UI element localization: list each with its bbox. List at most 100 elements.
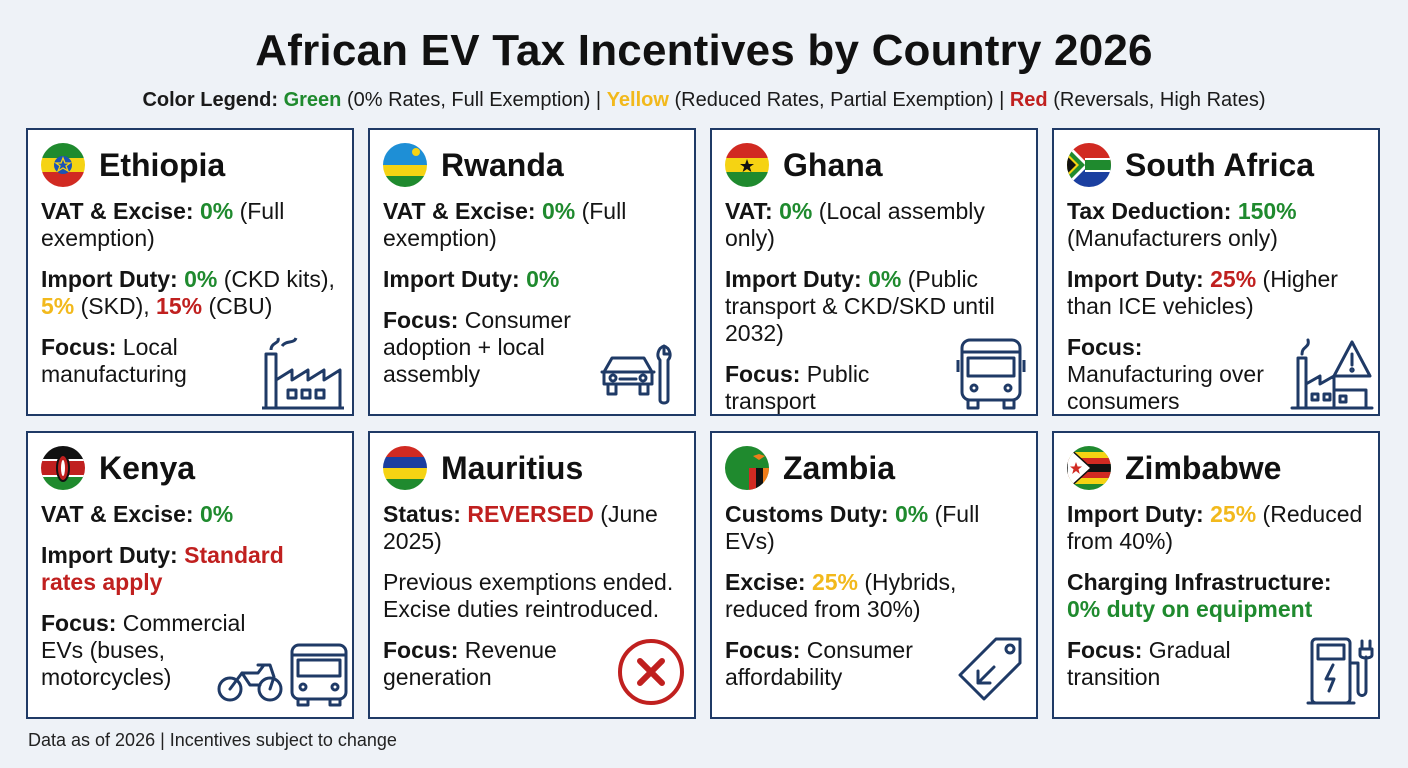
r2-value: 25% (811, 569, 858, 595)
country-name: Zambia (783, 449, 896, 486)
country-name: Kenya (99, 449, 196, 486)
r2-text: Previous exemptions ended. Excise duties… (383, 569, 674, 622)
r1-label: VAT & Excise: (383, 198, 536, 224)
legend-red-desc: (Reversals, High Rates) (1053, 89, 1266, 111)
r2-value: 0% (526, 266, 560, 292)
r1-label: Status: (383, 501, 461, 527)
r2-label: Charging Infrastructure: (1067, 569, 1332, 595)
r1-value: 150% (1237, 198, 1297, 224)
card-kenya: Kenya VAT & Excise: 0% Import Duty: Stan… (26, 431, 354, 719)
focus-text: Public transport (725, 361, 870, 414)
country-name: Ethiopia (99, 146, 226, 183)
focus-text: Manufacturing over consumers (1067, 361, 1264, 414)
r2-label: Import Duty: (41, 266, 178, 292)
kenya-flag-icon (41, 446, 85, 490)
r1-value: 0% (894, 501, 929, 527)
rwanda-flag-icon (383, 143, 427, 187)
r2-value: 0% (868, 266, 902, 292)
card-ethiopia: Ethiopia VAT & Excise: 0% (Full exemptio… (26, 128, 354, 416)
legend-yellow-desc: (Reduced Rates, Partial Exemption) | (674, 89, 1005, 111)
focus-label: Focus: (725, 361, 801, 387)
card-header: Kenya (41, 445, 195, 491)
focus-label: Focus: (1067, 637, 1143, 663)
charging-station-icon (1306, 637, 1374, 705)
r1-note: (June 2025) (383, 501, 658, 554)
r2-note-3: (CBU) (208, 293, 273, 319)
legend-yellow-label: Yellow (606, 89, 669, 111)
r1-label: VAT: (725, 198, 773, 224)
r2-label: Excise: (725, 569, 806, 595)
card-header: Zambia (725, 445, 895, 491)
r1-note: (Reduced from 40%) (1067, 501, 1363, 554)
r1-note: (Local assembly only) (725, 198, 985, 251)
r1-value: 0% (541, 198, 576, 224)
card-mauritius: Mauritius Status: REVERSED (June 2025) P… (368, 431, 696, 719)
country-name: South Africa (1125, 146, 1315, 183)
r1-value: 0% (199, 501, 234, 527)
car-wrench-icon (600, 344, 672, 405)
focus-text: Consumer affordability (725, 637, 913, 690)
focus-text: Gradual transition (1067, 637, 1231, 690)
page-title: African EV Tax Incentives by Country 202… (255, 26, 1153, 75)
focus-label: Focus: (41, 610, 117, 636)
r2-label: Import Duty: (725, 266, 862, 292)
card-header: Zimbabwe (1067, 445, 1281, 491)
r2-label: Import Duty: (41, 542, 178, 568)
r1-value: REVERSED (467, 501, 594, 527)
south-africa-flag-icon (1067, 143, 1111, 187)
focus-text: Commercial EVs (buses, motorcycles) (41, 610, 246, 690)
card-ghana: Ghana VAT: 0% (Local assembly only) Impo… (710, 128, 1038, 416)
focus-label: Focus: (383, 637, 459, 663)
card-header: Mauritius (383, 445, 583, 491)
r2-note: (Higher than ICE vehicles) (1067, 266, 1338, 319)
r1-label: Customs Duty: (725, 501, 889, 527)
focus-text: Local manufacturing (41, 334, 187, 387)
country-name: Mauritius (441, 449, 584, 486)
r2-value: 0% duty on equipment (1067, 596, 1313, 622)
card-south-africa: South Africa Tax Deduction: 150% (Manufa… (1052, 128, 1380, 416)
color-legend: Color Legend: Green (0% Rates, Full Exem… (0, 89, 1408, 112)
r1-note: (Manufacturers only) (1067, 225, 1278, 251)
card-zambia: Zambia Customs Duty: 0% (Full EVs) Excis… (710, 431, 1038, 719)
legend-green-label: Green (283, 89, 342, 111)
motorcycle-bus-icon (217, 643, 348, 707)
focus-label: Focus: (725, 637, 801, 663)
focus-label: Focus: (41, 334, 117, 360)
focus-label: Focus: (1067, 334, 1143, 360)
r2-label: Import Duty: (383, 266, 520, 292)
legend-red-label: Red (1009, 89, 1048, 111)
mauritius-flag-icon (383, 446, 427, 490)
r1-label: VAT & Excise: (41, 198, 194, 224)
country-grid: Ethiopia VAT & Excise: 0% (Full exemptio… (26, 128, 1382, 719)
card-header: Ethiopia (41, 142, 225, 188)
focus-label: Focus: (383, 307, 459, 333)
ethiopia-flag-icon (41, 143, 85, 187)
r2-note-1: (CKD kits), (223, 266, 335, 292)
factory-icon (262, 337, 344, 410)
bus-icon (956, 338, 1026, 410)
card-rwanda: Rwanda VAT & Excise: 0% (Full exemption)… (368, 128, 696, 416)
card-zimbabwe: Zimbabwe Import Duty: 25% (Reduced from … (1052, 431, 1380, 719)
card-header: Ghana (725, 142, 883, 188)
r2-value: 25% (1210, 266, 1257, 292)
r2-value-2: 5% (41, 293, 75, 319)
r2-note-2: (SKD), (80, 293, 150, 319)
legend-green-desc: (0% Rates, Full Exemption) | (346, 89, 602, 111)
zimbabwe-flag-icon (1067, 446, 1111, 490)
price-tag-icon (958, 637, 1022, 701)
r2-value-1: 0% (184, 266, 218, 292)
factory-warning-icon (1290, 338, 1374, 410)
country-name: Rwanda (441, 146, 564, 183)
r1-label: VAT & Excise: (41, 501, 194, 527)
r1-value: 0% (779, 198, 813, 224)
card-header: South Africa (1067, 142, 1314, 188)
cross-circle-icon (618, 639, 684, 705)
card-header: Rwanda (383, 142, 564, 188)
r1-label: Import Duty: (1067, 501, 1204, 527)
footer-note: Data as of 2026 | Incentives subject to … (28, 730, 397, 750)
r2-note: (Public transport & CKD/SKD until 2032) (725, 266, 995, 346)
focus-text: Revenue generation (383, 637, 557, 690)
r2-value-3: 15% (156, 293, 203, 319)
r2-value: Standard rates apply (41, 542, 284, 595)
focus-text: Consumer adoption + local assembly (383, 307, 571, 387)
